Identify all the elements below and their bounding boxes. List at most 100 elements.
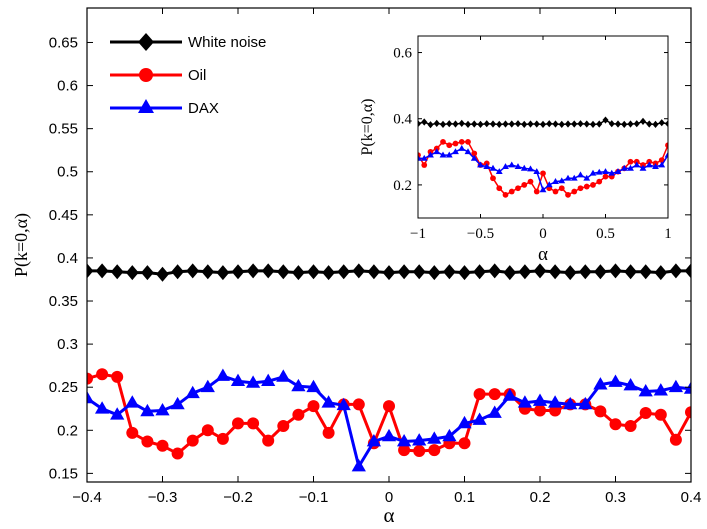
main-data-point-dax bbox=[381, 428, 397, 442]
inset-data-point-oil bbox=[583, 183, 590, 190]
main-data-point-oil bbox=[685, 406, 691, 419]
main-data-point-oil bbox=[669, 433, 682, 446]
main-data-point-white-noise bbox=[594, 264, 607, 280]
inset-data-point-oil bbox=[627, 158, 634, 165]
inset-data-point-oil bbox=[602, 173, 609, 180]
main-data-point-oil bbox=[473, 388, 486, 401]
main-data-point-white-noise bbox=[669, 263, 683, 279]
main-data-point-oil bbox=[428, 444, 441, 457]
inset-data-point-white-noise bbox=[508, 120, 515, 128]
main-data-point-white-noise bbox=[125, 265, 139, 281]
main-x-tick-label: 0 bbox=[385, 489, 393, 506]
inset-data-point-white-noise bbox=[433, 119, 440, 127]
main-data-point-white-noise bbox=[397, 264, 411, 280]
inset-y-axis-title: P(k=0,α) bbox=[359, 99, 376, 156]
main-data-point-dax bbox=[653, 383, 668, 396]
inset-data-point-white-noise bbox=[458, 119, 465, 127]
inset-series-layer bbox=[418, 116, 668, 198]
main-data-point-dax bbox=[517, 395, 533, 408]
inset-data-point-oil bbox=[540, 170, 546, 177]
inset-data-point-dax bbox=[520, 164, 528, 171]
main-y-tick-label: 0.65 bbox=[49, 34, 78, 51]
inset-data-point-white-noise bbox=[477, 120, 484, 128]
inset-data-point-oil bbox=[502, 191, 509, 198]
main-y-tick-label: 0.4 bbox=[57, 250, 78, 267]
main-data-point-dax bbox=[532, 393, 548, 406]
main-data-point-oil bbox=[307, 400, 320, 413]
inset-data-point-white-noise bbox=[552, 120, 559, 128]
main-data-point-white-noise bbox=[503, 265, 517, 281]
main-data-point-oil bbox=[126, 426, 139, 439]
inset-data-point-white-noise bbox=[533, 120, 540, 128]
inset-data-point-white-noise bbox=[564, 120, 572, 128]
inset-data-point-white-noise bbox=[621, 120, 628, 128]
legend-label-dax: DAX bbox=[188, 100, 219, 117]
inset-data-point-dax bbox=[570, 174, 578, 181]
inset-data-point-dax bbox=[608, 169, 616, 176]
main-data-point-dax bbox=[276, 369, 291, 382]
inset-data-point-white-noise bbox=[608, 120, 615, 128]
main-data-point-white-noise bbox=[427, 265, 441, 281]
main-data-point-oil bbox=[413, 444, 426, 457]
main-data-point-oil bbox=[322, 426, 335, 439]
main-data-point-dax bbox=[396, 433, 412, 447]
inset-data-point-white-noise bbox=[483, 120, 490, 128]
inset-data-point-dax bbox=[427, 151, 434, 158]
main-data-point-oil bbox=[383, 400, 395, 413]
inset-data-point-white-noise bbox=[639, 117, 647, 125]
main-data-point-dax bbox=[563, 396, 578, 410]
main-x-tick-label: −0.4 bbox=[72, 489, 102, 506]
main-y-tick-label: 0.55 bbox=[49, 121, 78, 138]
main-y-tick-label: 0.35 bbox=[49, 293, 78, 310]
main-y-tick-label: 0.15 bbox=[49, 465, 78, 482]
inset-y-tick-label: 0.6 bbox=[393, 46, 412, 62]
main-data-point-white-noise bbox=[216, 265, 230, 281]
main-data-point-oil bbox=[232, 417, 244, 430]
main-data-point-white-noise bbox=[382, 265, 396, 281]
inset-data-point-dax bbox=[420, 154, 428, 161]
inset-data-point-white-noise bbox=[471, 120, 478, 128]
main-data-point-dax bbox=[457, 415, 472, 429]
inset-data-point-white-noise bbox=[602, 116, 609, 124]
inset-data-point-dax bbox=[564, 174, 572, 181]
main-data-point-white-noise bbox=[473, 264, 486, 280]
inset-data-point-dax bbox=[445, 151, 453, 158]
main-data-point-white-noise bbox=[292, 265, 305, 281]
inset-data-point-white-noise bbox=[658, 119, 665, 127]
inset-x-axis-title: α bbox=[538, 244, 548, 265]
main-data-point-white-noise bbox=[563, 265, 577, 281]
inset-data-point-oil bbox=[440, 139, 446, 145]
main-x-tick-label: 0.4 bbox=[681, 489, 702, 506]
inset-data-point-dax bbox=[620, 164, 628, 171]
inset-data-point-dax bbox=[552, 178, 559, 184]
inset-data-point-oil bbox=[521, 182, 528, 188]
legend-marker-oil bbox=[139, 68, 153, 82]
main-data-point-oil bbox=[156, 439, 169, 452]
main-data-point-dax bbox=[336, 397, 351, 411]
main-data-point-oil bbox=[87, 372, 93, 385]
main-data-point-oil bbox=[247, 417, 260, 430]
main-data-point-white-noise bbox=[110, 264, 124, 280]
main-x-tick-label: 0.1 bbox=[454, 489, 475, 506]
inset-data-point-oil bbox=[421, 162, 428, 168]
main-data-point-dax bbox=[185, 385, 200, 399]
main-x-tick-label: 0.2 bbox=[530, 489, 551, 506]
main-data-point-white-noise bbox=[322, 265, 335, 281]
inset-data-point-dax bbox=[539, 186, 547, 193]
inset-data-point-dax bbox=[577, 171, 584, 178]
main-data-point-oil bbox=[96, 368, 109, 381]
main-data-point-white-noise bbox=[488, 263, 502, 279]
inset-data-point-dax bbox=[589, 169, 597, 176]
main-y-axis-title: P(k=0,α) bbox=[11, 213, 32, 277]
main-data-point-dax bbox=[200, 379, 215, 393]
inset-data-point-white-noise bbox=[521, 120, 528, 128]
main-data-point-dax bbox=[306, 379, 321, 393]
main-y-tick-label: 0.25 bbox=[49, 379, 78, 396]
main-data-point-oil bbox=[594, 405, 607, 418]
inset-data-point-white-noise bbox=[489, 120, 497, 128]
inset-data-point-white-noise bbox=[627, 120, 634, 128]
inset-data-point-oil bbox=[452, 140, 459, 147]
main-data-point-white-noise bbox=[201, 264, 215, 280]
main-data-point-dax bbox=[170, 396, 185, 410]
main-x-tick-label: 0.3 bbox=[605, 489, 626, 506]
